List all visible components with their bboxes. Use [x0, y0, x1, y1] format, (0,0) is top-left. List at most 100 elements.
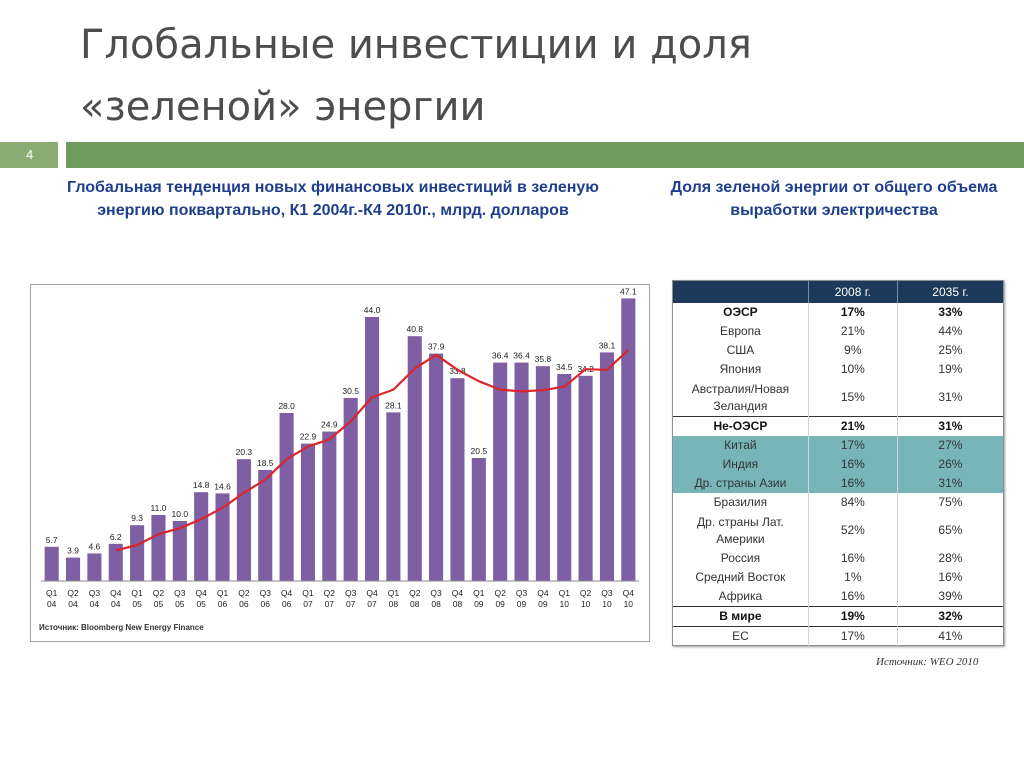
x-tick-year: 06: [239, 599, 249, 609]
table-row: Не-ОЭСР 21% 31%: [673, 416, 1003, 436]
table-row: Европа 21% 44%: [673, 322, 1003, 341]
region-label: Россия: [720, 551, 761, 565]
x-tick-quarter: Q3: [345, 588, 357, 598]
x-tick-quarter: Q4: [281, 588, 293, 598]
share-2008: 1%: [807, 568, 898, 587]
region-label: Япония: [719, 362, 762, 376]
bar: [535, 366, 550, 581]
x-tick-year: 05: [175, 599, 185, 609]
bar: [621, 298, 636, 581]
bar-value-label: 20.3: [236, 447, 253, 457]
bar-value-label: 38.1: [599, 340, 616, 350]
bar-value-label: 3.9: [67, 546, 79, 556]
x-tick-quarter: Q3: [516, 588, 528, 598]
table-row: Др. страны Лат. Америки 52% 65%: [673, 512, 1003, 549]
x-tick-quarter: Q2: [495, 588, 507, 598]
x-tick-quarter: Q1: [473, 588, 485, 598]
bar: [65, 557, 81, 581]
bar: [172, 521, 187, 581]
bar: [130, 525, 145, 581]
x-tick-year: 05: [154, 599, 164, 609]
bar-value-label: 44.0: [364, 305, 381, 315]
x-tick-quarter: Q1: [559, 588, 571, 598]
bar-value-label: 28.1: [385, 400, 402, 410]
bar-value-label: 10.0: [172, 509, 189, 519]
table-header-row: 2008 г. 2035 г.: [673, 281, 1003, 303]
bar: [407, 336, 422, 581]
bar-value-label: 6.2: [110, 532, 122, 542]
region-label: Африка: [718, 589, 763, 603]
table-row: Китай 17% 27%: [673, 436, 1003, 455]
x-tick-year: 10: [624, 599, 634, 609]
page-number: 4: [0, 142, 58, 168]
x-tick-year: 08: [453, 599, 463, 609]
x-tick-year: 04: [68, 599, 78, 609]
x-tick-quarter: Q1: [46, 588, 58, 598]
share-2035: 28%: [896, 549, 1003, 568]
table-header-2035: 2035 г.: [896, 281, 1003, 303]
bar: [300, 443, 316, 581]
share-2035: 33%: [896, 303, 1003, 322]
bar: [215, 493, 230, 581]
region-label: ЕС: [673, 626, 809, 646]
x-tick-year: 10: [581, 599, 591, 609]
share-2035: 65%: [896, 512, 1003, 549]
bar: [599, 352, 615, 581]
region-label: Др. страны Лат. Америки: [697, 514, 784, 546]
bar-value-label: 36.4: [492, 351, 509, 361]
bar: [87, 553, 102, 581]
share-2008: 17%: [807, 303, 898, 322]
region-label: США: [726, 343, 755, 357]
table-body: ОЭСР 17% 33% Европа 21% 44% США 9% 25% Япония 10% 1…: [673, 303, 1003, 646]
bar-value-label: 47.1: [620, 286, 637, 296]
trend-line: [115, 349, 630, 552]
bar: [386, 412, 401, 581]
x-tick-year: 07: [367, 599, 377, 609]
share-2035: 32%: [896, 606, 1003, 627]
x-tick-year: 04: [111, 599, 121, 609]
x-tick-quarter: Q3: [174, 588, 186, 598]
share-2008: 52%: [807, 512, 898, 549]
x-tick-year: 09: [538, 599, 548, 609]
x-tick-year: 09: [474, 599, 484, 609]
table-row: Др. страны Азии 16% 31%: [673, 474, 1003, 493]
table-row: Африка 16% 39%: [673, 587, 1003, 607]
table-row: Бразилия 84% 75%: [673, 493, 1003, 512]
share-2035: 39%: [896, 587, 1003, 607]
region-label: Индия: [673, 455, 809, 474]
share-2008: 9%: [807, 341, 898, 360]
bar: [557, 374, 572, 581]
chart-heading: Глобальная тенденция новых финансовых ин…: [67, 179, 599, 219]
bar-value-label: 11.0: [151, 503, 167, 513]
bar: [429, 353, 444, 581]
bar: [514, 362, 529, 581]
x-tick-quarter: Q3: [430, 588, 442, 598]
bar: [194, 492, 209, 581]
x-tick-quarter: Q2: [409, 588, 421, 598]
share-2008: 19%: [807, 606, 898, 627]
bar-value-label: 4.6: [88, 541, 100, 551]
x-tick-year: 06: [261, 599, 271, 609]
share-2008: 17%: [807, 626, 898, 646]
chart-source-note: Источник: Bloomberg New Energy Finance: [39, 623, 204, 632]
x-tick-quarter: Q3: [260, 588, 272, 598]
x-tick-quarter: Q4: [623, 588, 635, 598]
table-row: ЕС 17% 41%: [673, 626, 1003, 646]
x-tick-quarter: Q1: [388, 588, 400, 598]
bar: [493, 362, 508, 581]
region-label: В мире: [673, 606, 809, 627]
bar-value-label: 35.8: [535, 354, 552, 364]
table-row: Австралия/Новая Зеландия 15% 31%: [673, 379, 1003, 417]
x-tick-year: 10: [560, 599, 570, 609]
x-tick-quarter: Q3: [601, 588, 613, 598]
bar-value-label: 28.0: [278, 401, 295, 411]
bar: [450, 378, 465, 581]
table-header-region: [673, 281, 809, 303]
bar: [364, 317, 380, 581]
x-tick-quarter: Q2: [67, 588, 79, 598]
table-row: ОЭСР 17% 33%: [673, 303, 1003, 322]
bar-value-label: 9.3: [131, 513, 143, 523]
share-2008: 21%: [807, 322, 898, 341]
green-share-table: 2008 г. 2035 г. ОЭСР 17% 33% Европа 21% 44% СШ…: [672, 280, 1004, 646]
bar: [236, 459, 251, 581]
